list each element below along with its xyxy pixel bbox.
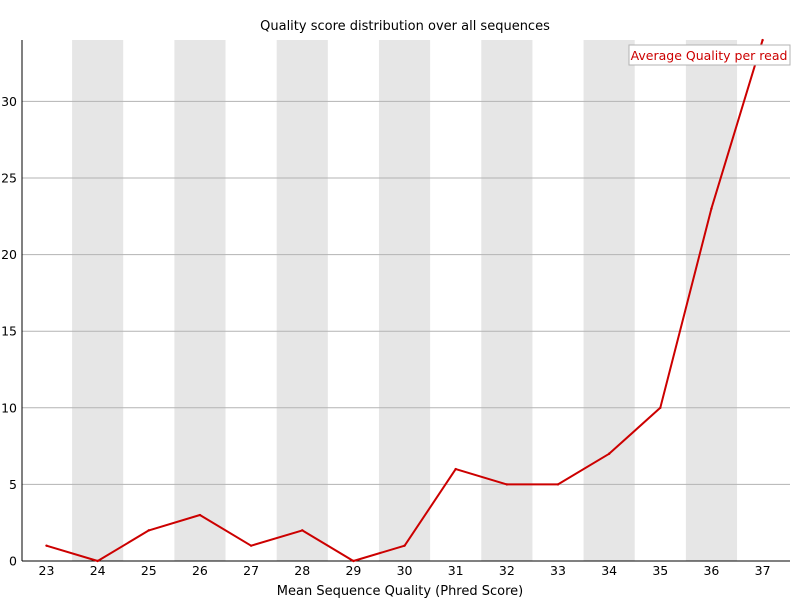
x-tick-label-36: 36: [703, 563, 719, 578]
data-point-32: [505, 483, 509, 486]
legend-entry-average-quality: Average Quality per read: [631, 48, 788, 63]
gridlines: [22, 100, 790, 485]
x-tick-label-31: 31: [448, 563, 464, 578]
y-tick-label-25: 25: [1, 171, 17, 186]
data-point-30: [403, 544, 406, 547]
data-point-27: [249, 544, 253, 547]
band-34: [583, 40, 635, 561]
data-point-23: [45, 544, 48, 547]
data-point-36: [710, 207, 713, 210]
data-point-33: [556, 483, 560, 486]
y-tick-label-15: 15: [1, 324, 17, 339]
alternating-bands: [72, 40, 738, 561]
x-tick-label-26: 26: [192, 563, 208, 578]
x-tick-label-24: 24: [90, 563, 106, 578]
band-26: [174, 40, 226, 561]
axes: [21, 40, 790, 562]
x-tick-label-27: 27: [243, 563, 259, 578]
band-32: [481, 40, 533, 561]
data-point-34: [607, 452, 611, 455]
y-tick-label-30: 30: [1, 94, 17, 109]
x-tick-labels: 23 24 25 26 27 28 29 30 31 32 33 34 35 36 37: [39, 563, 771, 578]
x-tick-label-29: 29: [345, 563, 361, 578]
data-point-26: [198, 513, 202, 517]
data-point-25: [147, 529, 150, 532]
data-point-24: [96, 559, 99, 563]
x-tick-label-32: 32: [499, 563, 515, 578]
x-tick-label-33: 33: [550, 563, 566, 578]
y-tick-label-0: 0: [9, 554, 17, 569]
y-tick-label-20: 20: [1, 247, 17, 262]
data-point-35: [659, 406, 662, 409]
x-tick-label-25: 25: [141, 563, 157, 578]
band-30: [378, 40, 431, 561]
series-lines: [45, 38, 764, 563]
x-tick-label-34: 34: [601, 563, 617, 578]
data-point-29: [352, 559, 355, 563]
x-tick-label-37: 37: [755, 563, 771, 578]
band-24: [72, 40, 124, 561]
x-tick-label-28: 28: [294, 563, 310, 578]
x-axis-label: Mean Sequence Quality (Phred Score): [277, 584, 523, 599]
band-36: [685, 40, 738, 561]
y-tick-label-10: 10: [1, 400, 17, 415]
chart-title: Quality score distribution over all sequ…: [260, 19, 550, 34]
data-point-28: [301, 529, 304, 532]
y-tick-label-5: 5: [9, 477, 17, 492]
x-tick-label-35: 35: [652, 563, 668, 578]
data-point-37: [761, 38, 764, 42]
x-tick-label-23: 23: [39, 563, 55, 578]
legend: Average Quality per read: [628, 44, 791, 66]
x-tick-label-30: 30: [397, 563, 413, 578]
band-28: [276, 40, 328, 561]
legend-box: [628, 44, 791, 66]
y-tick-labels: 0 5 10 15 20 25 30: [1, 94, 17, 569]
data-point-31: [454, 467, 457, 471]
